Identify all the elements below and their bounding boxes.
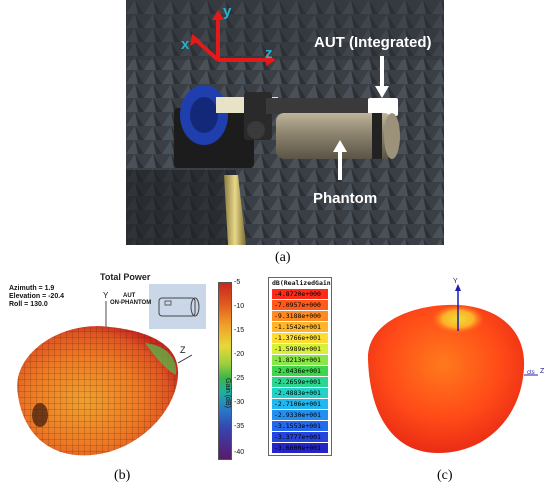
colorbar-tick: -40 [234, 449, 245, 456]
photo-illustration [126, 0, 444, 245]
colorbar-tick: -10 [234, 303, 245, 310]
legend-entry-value: -2.9330e+001 [274, 411, 321, 419]
colorbar-tick: -5 [234, 279, 241, 286]
aut-label-line1: AUT [123, 293, 136, 299]
legend-entry: -2.7106e+001 [272, 399, 328, 409]
total-power-title: Total Power [100, 272, 151, 282]
legend-entry: -1.1542e+001 [272, 322, 328, 332]
measured-3d-pattern [17, 301, 193, 456]
colorbar-gain-label: Gain (dB) [224, 378, 231, 408]
aut-label-line2: ON-PHANTOM [110, 300, 152, 306]
legend-entry-value: -7.0957e+000 [274, 301, 321, 309]
c-axis-cts-label: cts [527, 370, 535, 376]
legend-entry-value: -1.8213e+001 [274, 356, 321, 364]
simulated-3d-pattern [367, 284, 538, 453]
caption-a: (a) [275, 250, 291, 265]
legend-entry-value: -9.3188e+000 [274, 312, 321, 320]
legend-entry: -2.2659e+001 [272, 377, 328, 387]
legend-entry-value: -1.3766e+001 [274, 334, 321, 342]
photo-axis-x-label: x [181, 36, 190, 53]
roll-readout: Roll = 130.0 [9, 301, 48, 308]
simulated-pattern-panel: Y cts Z [338, 275, 550, 465]
legend-entry: -1.5989e+001 [272, 344, 328, 354]
legend-entry-value: -1.5989e+001 [274, 345, 321, 353]
elevation-readout: Elevation = -20.4 [9, 293, 65, 300]
legend-entry-value: -1.1542e+001 [274, 323, 321, 331]
azimuth-readout: Azimuth = 1.9 [9, 285, 55, 292]
legend-entry-value: -3.6000e+001 [274, 444, 321, 452]
gain-colorbar [218, 282, 232, 460]
legend-entry: -3.3777e+001 [272, 432, 328, 442]
colorbar-tick: -20 [234, 351, 245, 358]
photo-axis-z-label: z [265, 45, 273, 62]
legend-entry-value: -3.1553e+001 [274, 422, 321, 430]
legend-entry-value: -2.4883e+001 [274, 389, 321, 397]
aut-integrated-label: AUT (Integrated) [314, 34, 432, 51]
legend-entry: -9.3188e+000 [272, 311, 328, 321]
legend-entry: -1.8213e+001 [272, 355, 328, 365]
colorbar-tick: -25 [234, 375, 245, 382]
legend-entry-value: -2.7106e+001 [274, 400, 321, 408]
legend-entry: -3.6000e+001 [272, 443, 328, 453]
caption-b: (b) [114, 468, 131, 483]
b-axis-z-label: Z [180, 345, 186, 355]
phantom-cylinder-icon [158, 297, 200, 317]
legend-entry-value: -3.3777e+001 [274, 433, 321, 441]
colorbar-tick: -35 [234, 423, 245, 430]
aut-on-phantom-label: AUT ON-PHANTOM [110, 293, 151, 307]
colorbar-tick: -15 [234, 327, 245, 334]
colorbar-tick: -30 [234, 399, 245, 406]
legend-entry: -2.9330e+001 [272, 410, 328, 420]
c-axis-z-label: Z [540, 368, 545, 375]
legend-entry: -1.3766e+001 [272, 333, 328, 343]
legend-entry-value: -4.8720e+000 [274, 290, 321, 298]
caption-c: (c) [437, 468, 453, 483]
photo-axis-y-label: y [223, 3, 232, 20]
legend-entry: -7.0957e+000 [272, 300, 328, 310]
realized-gain-legend: dB(RealizedGain -4.8720e+000 -7.0957e+000… [268, 277, 332, 456]
b-axis-y-label: Y [103, 291, 109, 300]
legend-title: dB(RealizedGain [272, 279, 331, 287]
legend-entry: -4.8720e+000 [272, 289, 328, 299]
phantom-label: Phantom [313, 190, 378, 207]
legend-entry: -2.4883e+001 [272, 388, 328, 398]
legend-entry-value: -2.0436e+001 [274, 367, 321, 375]
phantom-orientation-inset [149, 284, 206, 329]
legend-entry: -2.0436e+001 [272, 366, 328, 376]
legend-entry-value: -2.2659e+001 [274, 378, 321, 386]
c-axis-y-label: Y [453, 278, 458, 285]
legend-entry: -3.1553e+001 [272, 421, 328, 431]
measured-pattern-panel: Total Power Azimuth = 1.9 Elevation = -2… [0, 265, 248, 465]
measurement-setup-photo: y x z AUT (Integrated) Phantom [126, 0, 444, 245]
